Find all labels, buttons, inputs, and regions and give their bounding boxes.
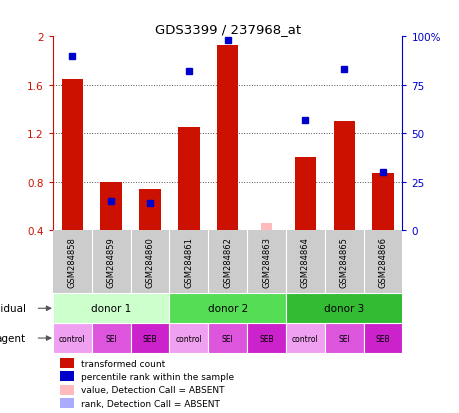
Bar (60, 385, 74, 395)
Text: GSM284860: GSM284860 (145, 237, 154, 287)
Text: SEB: SEB (142, 334, 157, 343)
Bar (363, 323, 402, 353)
Text: donor 1: donor 1 (91, 304, 131, 313)
Text: SEB: SEB (259, 334, 273, 343)
Bar (178, 128, 199, 230)
Bar (372, 174, 393, 230)
Text: SEB: SEB (375, 334, 390, 343)
Text: control: control (291, 334, 318, 343)
Bar (130, 323, 169, 353)
Title: GDS3399 / 237968_at: GDS3399 / 237968_at (154, 23, 300, 36)
Bar (62, 79, 83, 230)
Text: percentile rank within the sample: percentile rank within the sample (81, 372, 234, 381)
Text: SEI: SEI (105, 334, 117, 343)
Text: rank, Detection Call = ABSENT: rank, Detection Call = ABSENT (81, 399, 219, 408)
Bar (139, 190, 160, 230)
Bar (60, 398, 74, 408)
Text: GSM284866: GSM284866 (378, 237, 387, 287)
Text: control: control (59, 334, 85, 343)
Bar (246, 323, 285, 353)
Bar (60, 372, 74, 382)
Bar (169, 323, 208, 353)
Text: GSM284861: GSM284861 (184, 237, 193, 287)
Bar (324, 323, 363, 353)
Text: agent: agent (0, 333, 26, 343)
Text: transformed count: transformed count (81, 358, 165, 368)
Bar (53, 294, 169, 323)
Text: value, Detection Call = ABSENT: value, Detection Call = ABSENT (81, 385, 224, 394)
Bar (285, 294, 402, 323)
Text: GSM284859: GSM284859 (106, 237, 115, 287)
Text: SEI: SEI (338, 334, 349, 343)
Bar (217, 45, 238, 230)
Bar (169, 294, 285, 323)
Text: individual: individual (0, 304, 26, 313)
Text: SEI: SEI (221, 334, 233, 343)
Text: GSM284858: GSM284858 (67, 237, 77, 287)
Bar (294, 158, 315, 230)
Text: GSM284862: GSM284862 (223, 237, 232, 287)
Bar (53, 323, 91, 353)
Text: GSM284863: GSM284863 (262, 237, 270, 287)
Bar (60, 358, 74, 368)
Bar (100, 182, 122, 230)
Text: donor 3: donor 3 (324, 304, 364, 313)
Text: control: control (175, 334, 202, 343)
Bar (333, 122, 354, 230)
Text: GSM284864: GSM284864 (300, 237, 309, 287)
Bar (208, 323, 246, 353)
Text: donor 2: donor 2 (207, 304, 247, 313)
Bar (91, 323, 130, 353)
Bar (285, 323, 324, 353)
Bar (261, 223, 271, 230)
Text: GSM284865: GSM284865 (339, 237, 348, 287)
